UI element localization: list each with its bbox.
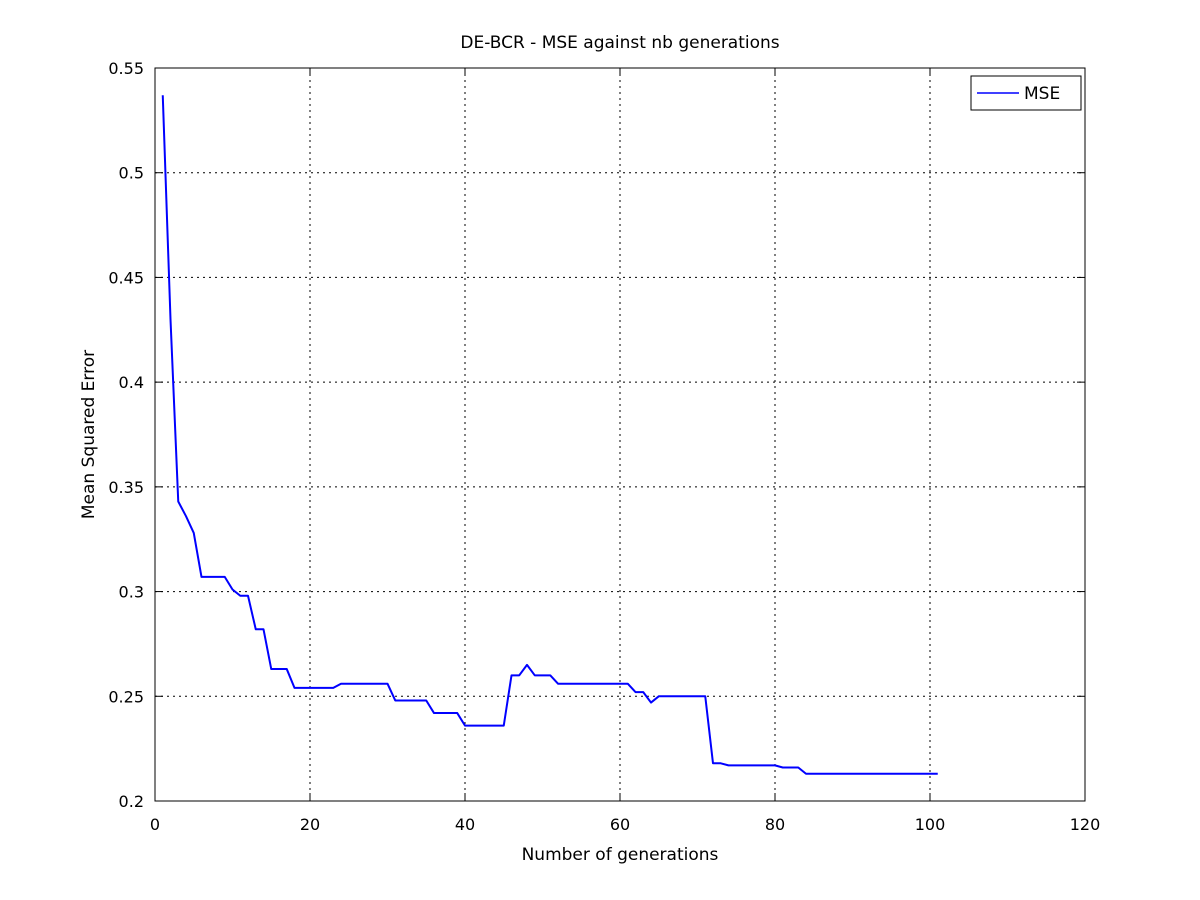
legend: MSE	[970, 75, 1082, 111]
y-tick-label: 0.55	[108, 59, 144, 78]
x-tick-label: 20	[300, 815, 320, 834]
grid	[155, 68, 1085, 801]
x-tick-label: 60	[610, 815, 630, 834]
x-tick-label: 40	[455, 815, 475, 834]
x-tick-label: 120	[1070, 815, 1101, 834]
x-tick-labels: 0 20 40 60 80 100 120	[150, 815, 1100, 834]
y-tick-label: 0.25	[108, 687, 144, 706]
series-layer	[161, 95, 938, 775]
chart-title: DE-BCR - MSE against nb generations	[460, 33, 779, 53]
y-tick-labels: 0.2 0.25 0.3 0.35 0.4 0.45 0.5 0.55	[108, 59, 144, 811]
series-line-mse	[161, 95, 938, 775]
y-tick-label: 0.4	[119, 373, 144, 392]
x-tick-label: 100	[915, 815, 946, 834]
y-tick-label: 0.2	[119, 792, 144, 811]
legend-label: MSE	[1024, 84, 1060, 104]
y-tick-label: 0.45	[108, 268, 144, 287]
y-tick-label: 0.5	[119, 164, 144, 183]
x-tick-label: 0	[150, 815, 160, 834]
axis-ticks	[154, 67, 1086, 802]
y-tick-label: 0.3	[119, 583, 144, 602]
x-tick-label: 80	[765, 815, 785, 834]
y-axis-title: Mean Squared Error	[79, 350, 99, 519]
y-tick-label: 0.35	[108, 478, 144, 497]
x-axis-title: Number of generations	[522, 845, 719, 865]
